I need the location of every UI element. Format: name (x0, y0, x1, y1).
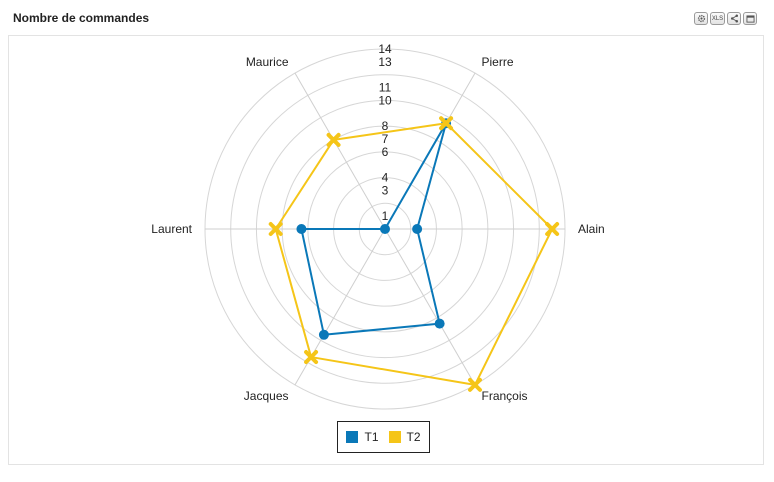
data-point-t1 (380, 224, 390, 234)
chart-legend: T1 T2 (337, 421, 430, 453)
data-point-t2 (326, 132, 341, 147)
radial-tick-label: 11 (379, 81, 392, 95)
radial-tick-label: 4 (382, 171, 389, 185)
category-label: Pierre (482, 55, 514, 69)
radial-tick-label: 3 (382, 183, 389, 197)
radial-tick-label: 7 (382, 132, 389, 146)
axis-spoke (384, 228, 476, 386)
category-label: Alain (578, 222, 605, 236)
category-label: Laurent (151, 222, 192, 236)
chart-panel (8, 35, 764, 465)
legend-label-t1: T1 (364, 430, 379, 444)
xls-export-button[interactable]: XLS (710, 12, 725, 25)
data-point-t1 (296, 224, 307, 234)
chart-toolbar: XLS (694, 12, 757, 25)
data-point-t1 (412, 224, 423, 234)
data-point-t2 (304, 350, 319, 365)
radial-tick-label: 13 (378, 55, 392, 69)
radial-tick-label: 6 (382, 145, 389, 159)
category-label: Jacques (244, 389, 289, 403)
data-point-t2 (545, 222, 560, 236)
radial-tick-label: 10 (378, 93, 392, 107)
data-point-t2 (468, 377, 482, 392)
data-point-t1 (434, 318, 445, 329)
legend-swatch-t2 (388, 431, 401, 443)
data-point-t2 (268, 222, 283, 236)
radial-tick-label: 8 (382, 119, 389, 133)
legend-label-t2: T2 (406, 430, 421, 444)
gear-icon[interactable] (694, 12, 708, 25)
legend-item-t2[interactable]: T2 (388, 430, 421, 444)
window-icon[interactable] (743, 12, 757, 25)
radial-tick-label: 1 (382, 209, 389, 223)
chart-title: Nombre de commandes (13, 11, 150, 25)
legend-swatch-t1 (346, 431, 359, 443)
data-point-t2 (439, 116, 454, 131)
legend-item-t1[interactable]: T1 (346, 430, 379, 444)
radial-tick-label: 14 (378, 42, 392, 56)
axis-spoke (294, 72, 386, 230)
share-icon[interactable] (727, 12, 741, 25)
data-point-t1 (318, 329, 329, 340)
category-label: François (482, 389, 528, 403)
category-label: Maurice (246, 55, 289, 69)
